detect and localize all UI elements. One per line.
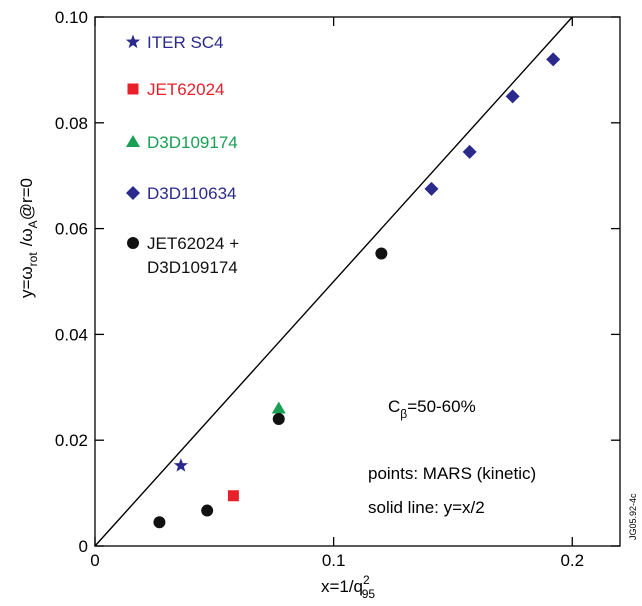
x-tick-label: 0 [90,551,99,570]
data-point-square [227,490,239,502]
y-axis-label: y=ωrot/ωA@r=0 [17,178,40,298]
legend-marker-square [127,83,139,95]
y-tick-label: 0 [79,537,88,556]
data-point-triangle [271,401,286,414]
legend-label: JET62024 + [147,234,239,253]
legend-marker-triangle [126,135,140,147]
data-point-star [173,458,189,472]
data-point-circle [272,413,285,426]
data-points [153,52,561,529]
cbeta-annotation: Cβ=50-60% [388,397,476,421]
data-point-circle [375,247,388,260]
legend-label: JET62024 [147,80,225,99]
legend-label: D3D109174 [147,133,238,152]
x-axis-label: x=1/q2 95 [321,573,375,601]
legend-marker-star [125,34,141,49]
line-note: solid line: y=x/2 [368,498,485,517]
legend-marker-circle [127,237,139,249]
legend-label: ITER SC4 [147,33,224,52]
x-tick-label: 0.1 [322,551,346,570]
data-point-circle [153,516,166,529]
y-tick-label: 0.10 [55,8,88,27]
x-tick-label: 0.2 [560,551,584,570]
data-point-diamond [546,52,561,67]
axes: 0 0.02 0.04 0.06 0.08 0.10 0 0.1 0.2 [55,8,621,570]
legend: ITER SC4 JET62024 D3D109174 D3D110634 JET620… [125,33,239,277]
legend-label: D3D109174 [147,258,238,277]
data-point-diamond [424,181,439,196]
fit-line-layer [94,16,573,547]
data-point-circle [201,504,214,517]
fit-line [94,16,573,547]
figure-code: JG05.92-4c [628,493,638,540]
y-tick-label: 0.04 [55,325,88,344]
data-point-diamond [505,89,520,104]
plot-frame [94,16,621,547]
y-tick-label: 0.08 [55,114,88,133]
points-note: points: MARS (kinetic) [368,464,536,483]
legend-label: D3D110634 [147,184,236,203]
data-point-diamond [462,144,477,159]
legend-marker-diamond [126,186,140,200]
y-tick-label: 0.02 [55,431,88,450]
y-tick-label: 0.06 [55,220,88,239]
